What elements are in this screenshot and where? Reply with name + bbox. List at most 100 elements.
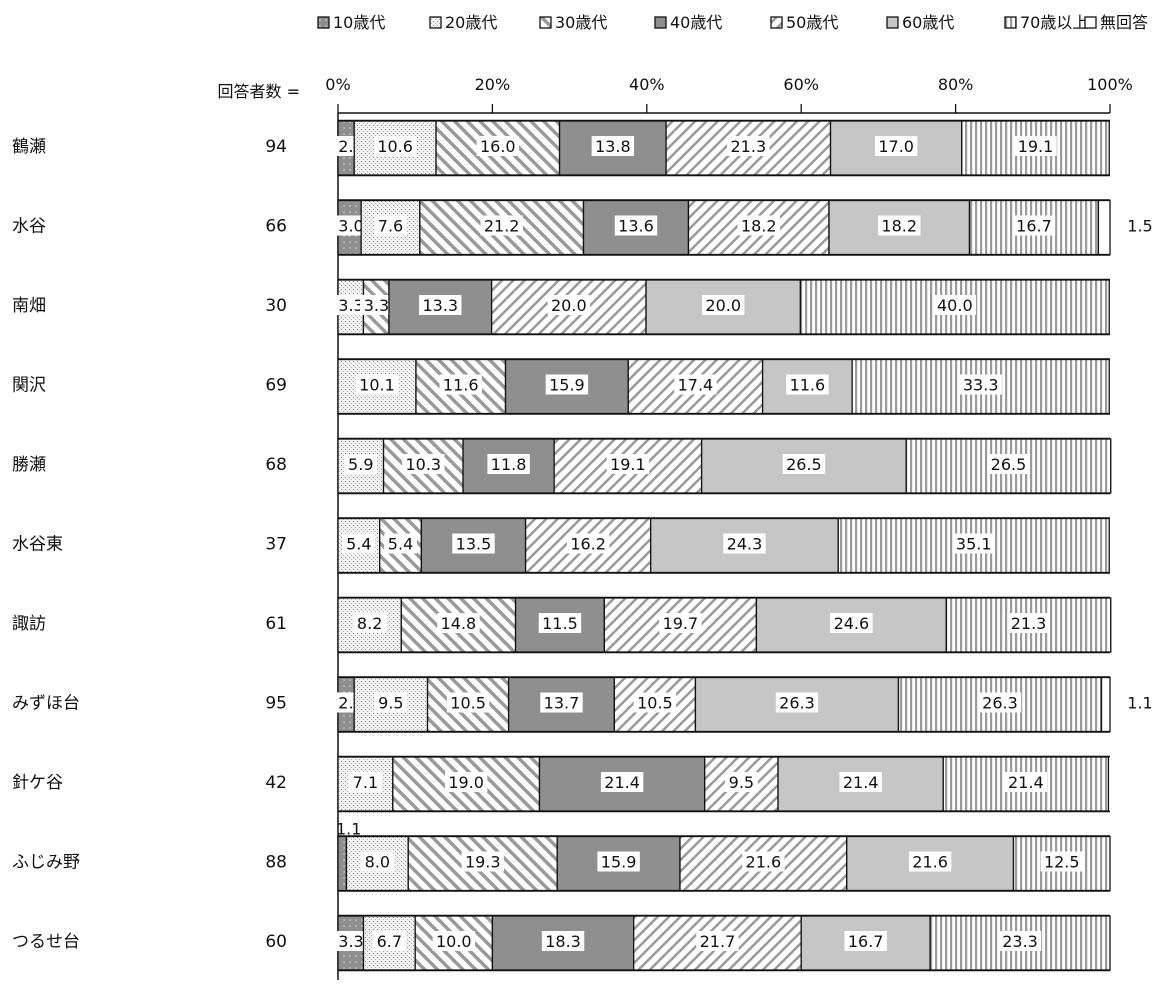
data-label: 6.7 [377,932,402,951]
data-label: 17.4 [678,376,714,395]
respondent-count: 69 [265,376,287,396]
data-label: 5.9 [348,455,373,474]
data-label-bg [334,931,368,951]
x-tick-label: 60% [783,75,819,94]
bar-segment [514,597,605,653]
bar-row: みずほ台 95 2.1 9.5 10.5 13.7 10.5 26.3 26.3 1.1 [12,676,1153,733]
category-label: つるせ台 [12,932,80,952]
data-label: 17.0 [878,137,914,156]
data-label-bg [334,295,368,315]
data-label-bg [696,931,739,951]
data-label: 40.0 [937,296,973,315]
bar-row: 針ケ谷 42 7.1 19.0 21.4 9.5 21.4 21.4 [12,755,1110,813]
data-label-bg [437,613,480,633]
data-label: 13.3 [422,296,458,315]
data-label: 19.1 [1018,137,1054,156]
bar-row: 水谷東 37 5.4 5.4 13.5 16.2 24.3 35.1 [12,517,1110,574]
data-label: 18.3 [545,932,581,951]
respondent-count: 61 [265,614,287,634]
data-label: 26.5 [991,455,1027,474]
data-label-bg [600,772,644,792]
x-tick-label: 100% [1087,75,1133,94]
data-label-bg [998,931,1042,951]
data-label-bg [591,136,635,156]
data-label: 19.1 [610,455,646,474]
category-label: ふじみ野 [12,853,80,873]
data-label-bg [723,533,766,554]
data-label-bg [844,931,887,951]
data-label-bg [342,533,376,554]
data-label: 26.3 [779,694,815,713]
bar-row: つるせ台 60 3.3 6.7 10.0 18.3 21.7 16.7 23.3 [12,914,1111,972]
data-label: 13.8 [595,137,631,156]
data-label: 10.3 [405,455,441,474]
data-label-bg [432,931,475,951]
legend-swatch [1004,16,1017,29]
data-label: 5.4 [346,535,371,554]
data-label: 26.3 [982,694,1018,713]
legend-swatch [654,16,667,29]
data-label-bg [742,851,785,872]
bar-segment [337,835,348,892]
data-label-bg [480,215,523,236]
data-label: 10.1 [359,376,395,395]
data-label: 7.1 [353,773,378,792]
legend: 10歳代 20歳代 30歳代 40歳代 50歳代 60歳代 70歳以上 無回答 [317,13,1148,32]
legend-label: 70歳以上 [1020,13,1088,32]
data-label-bg [702,295,745,315]
data-label: 33.3 [963,376,999,395]
data-label: 1.1 [336,820,361,839]
data-label: 14.8 [441,614,477,633]
data-label-bg [737,215,780,236]
data-label-bg [724,772,758,792]
data-label-bg [1004,772,1048,792]
data-label: 3.3 [338,296,363,315]
respondents-header: 回答者数 = [218,82,301,101]
data-label-bg [344,454,378,474]
category-label: みずほ台 [12,694,80,714]
data-label-bg [566,533,610,554]
legend-swatch [539,16,552,29]
legend-swatch [770,16,783,29]
data-label: 7.6 [378,217,403,236]
x-tick-label: 40% [629,75,665,94]
data-label-bg [461,851,504,872]
data-label: 11.6 [443,376,479,395]
data-label: 1.1 [1127,694,1152,713]
data-label: 10.6 [377,137,413,156]
data-label: 16.0 [480,137,516,156]
data-label: 21.6 [912,853,948,872]
data-label: 8.2 [357,614,382,633]
data-label-bg [545,374,589,395]
bar-rows: 鶴瀬 94 2.1 10.6 16.0 13.8 21.3 17.0 19.1水谷 66 3.0 7.… [12,119,1153,972]
data-label: 24.6 [834,614,870,633]
bar-row: 関沢 69 10.1 11.6 15.9 17.4 11.6 33.3 [12,358,1110,415]
data-label: 3.3 [364,296,389,315]
data-label: 35.1 [956,535,992,554]
data-label: 13.5 [456,535,492,554]
data-label-bg [614,215,658,236]
data-label-bg [439,374,482,395]
bar-row: 諏訪 61 8.2 14.8 11.5 19.7 24.6 21.3 [12,596,1112,654]
category-label: 針ケ谷 [12,773,63,793]
data-label-bg [782,454,826,474]
data-label: 16.2 [570,535,606,554]
data-label-bg [349,772,382,792]
respondent-count: 37 [265,535,287,555]
data-label: 10.5 [450,694,486,713]
data-label: 11.6 [790,376,826,395]
bar-row: 鶴瀬 94 2.1 10.6 16.0 13.8 21.3 17.0 19.1 [12,119,1110,177]
data-label: 11.5 [542,614,578,633]
data-label-bg [727,136,770,156]
data-label-bg [360,851,394,872]
data-label: 24.3 [727,535,763,554]
x-axis: 回答者数 = 0% 20% 40% 60% 80% 100% [218,75,1133,980]
x-tick-label: 80% [938,75,974,94]
data-label: 8.0 [365,853,390,872]
category-label: 鶴瀬 [12,137,46,157]
data-label-bg [444,772,488,792]
category-label: 関沢 [12,376,46,396]
data-label-bg [878,215,921,236]
data-label-bg [606,454,650,474]
data-label-bg [374,215,407,236]
